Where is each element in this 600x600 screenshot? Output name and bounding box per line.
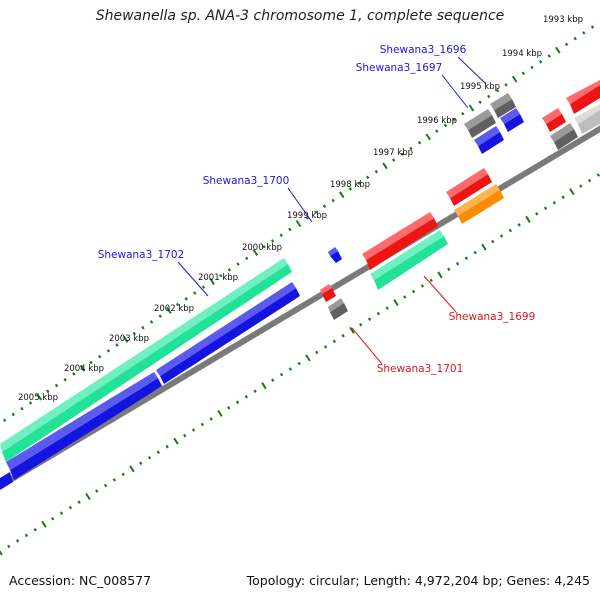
topology-summary: Topology: circular; Length: 4,972,204 bp… bbox=[246, 573, 590, 588]
tick-label: 1993 kbp bbox=[543, 15, 583, 25]
gene-feature-blue-edge[interactable] bbox=[0, 472, 13, 490]
gene-feature-red-right-1[interactable] bbox=[546, 114, 566, 132]
tick-label: 2002 kbp bbox=[154, 304, 194, 314]
gene-label[interactable]: Shewana3_1702 bbox=[98, 249, 185, 261]
gene-label[interactable]: Shewana3_1701 bbox=[377, 363, 464, 375]
tick-label: 2000 kbp bbox=[242, 243, 282, 253]
gene-feature-gray-right[interactable] bbox=[554, 129, 578, 150]
tick-label: 2003 kbp bbox=[109, 334, 149, 344]
gene-feature-blue-upper-2[interactable] bbox=[504, 114, 524, 132]
tick-labels: 1993 kbp 1994 kbp 1995 kbp 1996 kbp 1997 kbp… bbox=[18, 15, 583, 403]
map-title: Shewanella sp. ANA-3 chromosome 1, compl… bbox=[95, 8, 505, 24]
gene-label[interactable]: Shewana3_1699 bbox=[449, 311, 536, 323]
tick-label: 2005 kbp bbox=[18, 393, 58, 403]
tick-label: 1999 kbp bbox=[287, 211, 327, 221]
tick-label: 1996 kbp bbox=[417, 116, 457, 126]
gene-feature-shewana3-1696[interactable] bbox=[494, 99, 516, 118]
gene-callouts: Shewana3_1696 Shewana3_1697 Shewana3_1700 S… bbox=[98, 44, 536, 375]
gene-feature-red-upper[interactable] bbox=[450, 174, 492, 206]
gene-feature-shewana3-1700[interactable] bbox=[330, 251, 342, 263]
gene-feature-blue-long-2[interactable] bbox=[160, 288, 300, 384]
tick-label: 1995 kbp bbox=[460, 82, 500, 92]
gene-feature-lightgray-right[interactable] bbox=[578, 110, 600, 134]
gene-feature-orange[interactable] bbox=[458, 190, 504, 224]
gene-feature-blue-long-1[interactable] bbox=[10, 378, 162, 480]
gene-label[interactable]: Shewana3_1696 bbox=[380, 44, 467, 56]
tick-label: 1997 kbp bbox=[373, 148, 413, 158]
gene-feature-shewana3-1697[interactable] bbox=[468, 115, 496, 138]
tick-label: 2004 kbp bbox=[64, 364, 104, 374]
gene-feature-red-mid[interactable] bbox=[366, 218, 438, 270]
chromosome-backbone bbox=[0, 125, 600, 490]
tick-label: 1998 kbp bbox=[330, 180, 370, 190]
gene-feature-shewana3-1699[interactable] bbox=[374, 236, 448, 290]
gene-feature-shewana3-1701[interactable] bbox=[330, 303, 348, 320]
gene-feature-blue-upper-1[interactable] bbox=[478, 132, 504, 154]
inner-tick-ruler bbox=[0, 173, 600, 556]
outer-tick-ruler bbox=[2, 25, 595, 423]
tick-label: 2001 kbp bbox=[198, 273, 238, 283]
tick-label: 1994 kbp bbox=[502, 49, 542, 59]
gene-features bbox=[0, 80, 600, 490]
gene-label[interactable]: Shewana3_1697 bbox=[356, 62, 443, 74]
gene-feature-red-right-2[interactable] bbox=[570, 85, 600, 114]
gene-label[interactable]: Shewana3_1700 bbox=[203, 175, 290, 187]
gene-feature-green[interactable] bbox=[2, 264, 292, 462]
accession-label: Accession: NC_008577 bbox=[9, 573, 152, 588]
gene-feature-red-small[interactable] bbox=[322, 288, 336, 302]
